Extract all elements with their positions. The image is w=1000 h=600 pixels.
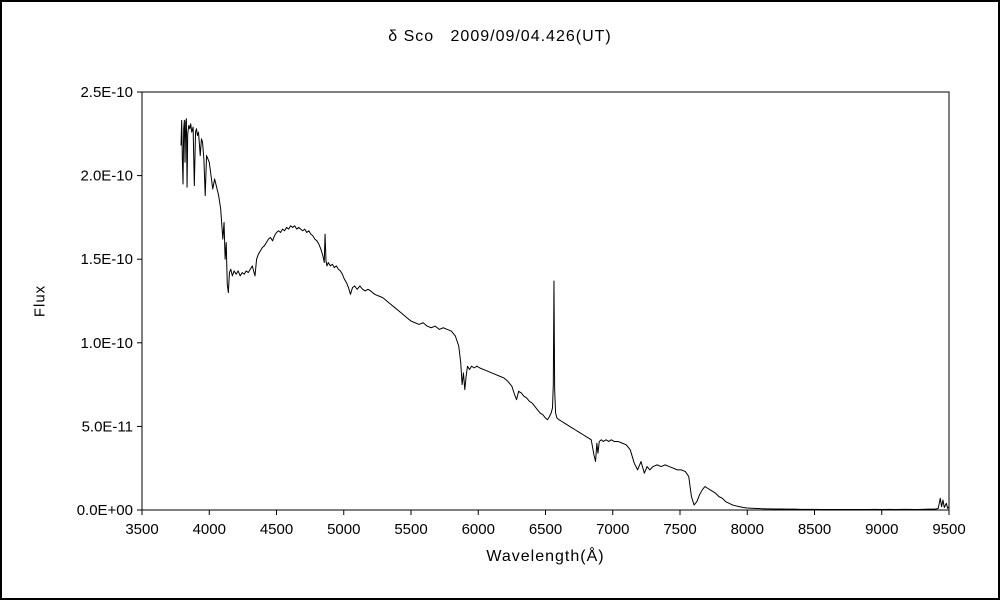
y-tick-label: 0.0E+00 <box>77 502 133 519</box>
plot-frame <box>141 91 950 511</box>
spectrum-line <box>180 118 950 510</box>
x-tick-label: 6000 <box>462 521 495 538</box>
x-tick-label: 4000 <box>193 521 226 538</box>
x-tick-label: 8000 <box>731 521 764 538</box>
y-tick-label: 2.0E-10 <box>80 168 133 185</box>
x-tick-label: 9000 <box>865 521 898 538</box>
x-tick-label: 5500 <box>394 521 427 538</box>
y-tick-label: 1.0E-10 <box>80 335 133 352</box>
x-axis-label: Wavelength(Å) <box>486 548 605 565</box>
x-tick-label: 6500 <box>529 521 562 538</box>
x-tick-label: 9500 <box>932 521 965 538</box>
y-tick-label: 2.5E-10 <box>80 84 133 101</box>
chart-title: δ Sco 2009/09/04.426(UT) <box>388 28 612 45</box>
x-tick-label: 8500 <box>798 521 831 538</box>
y-tick-label: 1.5E-10 <box>80 251 133 268</box>
y-tick-label: 5.0E-11 <box>82 418 133 435</box>
x-tick-label: 4500 <box>260 521 293 538</box>
x-tick-label: 5000 <box>327 521 360 538</box>
x-tick-label: 7000 <box>596 521 629 538</box>
x-tick-label: 7500 <box>663 521 696 538</box>
x-tick-label: 3500 <box>125 521 158 538</box>
